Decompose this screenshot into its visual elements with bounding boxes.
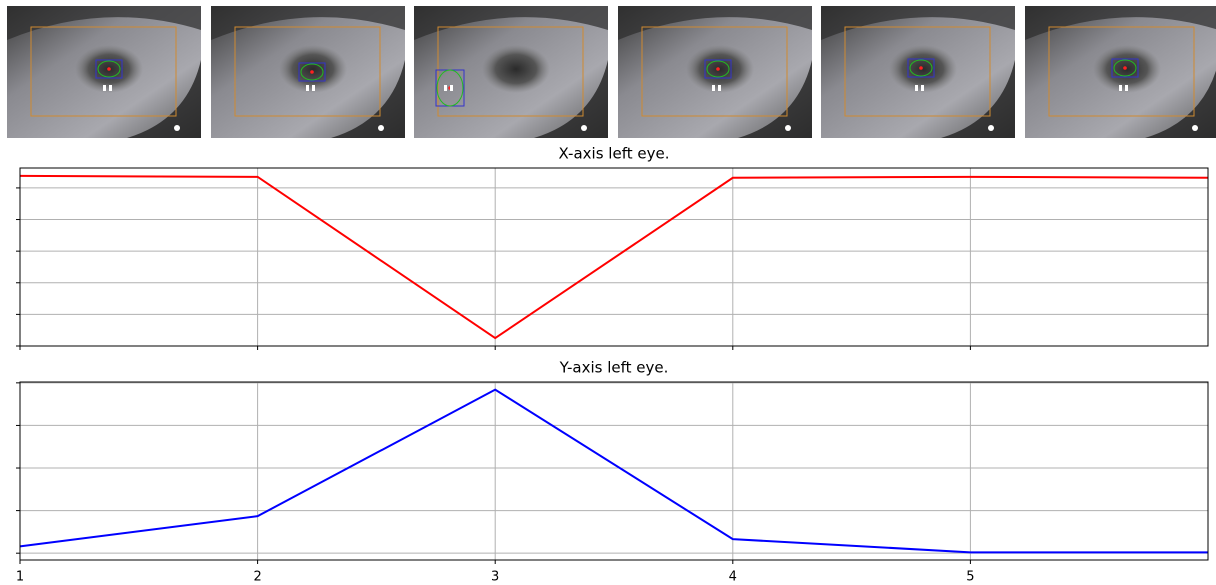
eyelid: [211, 6, 405, 40]
glint: [915, 85, 918, 91]
pupil-fit: [1113, 59, 1137, 77]
glint: [306, 85, 309, 91]
glint: [378, 125, 384, 131]
pupil-box: [704, 59, 732, 79]
plot-frame: [19, 381, 1209, 561]
eyelid: [7, 6, 201, 40]
glint: [109, 85, 112, 91]
glint: [1119, 85, 1122, 91]
lower-shadow: [1145, 70, 1216, 138]
lower-shadow: [331, 60, 405, 138]
iris: [279, 45, 347, 93]
pupil-box: [907, 58, 935, 78]
glint: [1192, 125, 1198, 131]
plot-frame: [19, 167, 1209, 347]
chart-title: X-axis left eye.: [559, 145, 670, 163]
eyelid: [414, 6, 608, 40]
iris: [482, 45, 550, 93]
x-tick-label: 4: [729, 570, 737, 585]
glint: [444, 85, 447, 91]
roi-box: [437, 26, 584, 117]
glint: [103, 85, 106, 91]
glint: [312, 85, 315, 91]
roi-box: [234, 26, 381, 117]
eye-image: [618, 6, 812, 138]
pupil-center: [716, 67, 720, 71]
glint: [450, 85, 453, 91]
glint: [712, 85, 715, 91]
roi-box: [30, 26, 177, 117]
pupil-center: [310, 70, 314, 74]
glint: [785, 125, 791, 131]
x-tick-label: 1: [16, 570, 24, 585]
chart-title: Y-axis left eye.: [559, 359, 669, 377]
glint: [988, 125, 994, 131]
eye-image: [211, 6, 405, 138]
lower-shadow: [941, 60, 1015, 138]
iris: [1093, 45, 1161, 93]
iris: [686, 45, 754, 93]
x-tick-label: 2: [253, 570, 261, 585]
pupil-fit: [436, 69, 464, 107]
data-line: [19, 388, 1208, 554]
eye-image: [1025, 6, 1216, 138]
glint: [581, 125, 587, 131]
roi-box: [641, 26, 788, 117]
x-tick-label: 5: [966, 570, 974, 585]
pupil-box: [298, 62, 326, 82]
eyelid: [821, 6, 1015, 40]
roi-box: [844, 26, 991, 117]
lower-shadow: [534, 60, 608, 138]
glint: [718, 85, 721, 91]
pupil-fit: [909, 59, 933, 77]
lower-shadow: [738, 60, 812, 138]
pupil-fit: [706, 60, 730, 78]
eye-image: [821, 6, 1015, 138]
eye-image: [414, 6, 608, 138]
iris: [889, 45, 957, 93]
lower-shadow: [127, 60, 201, 138]
pupil-fit: [97, 60, 121, 78]
eyelid: [1025, 6, 1216, 40]
pupil-box: [1111, 58, 1139, 78]
eyelid: [618, 6, 812, 40]
pupil-center: [107, 67, 111, 71]
chart: X-axis left eye.: [16, 145, 1209, 350]
glint: [921, 85, 924, 91]
pupil-box: [95, 59, 123, 79]
x-tick-label: 3: [491, 570, 499, 585]
pupil-center: [1123, 66, 1127, 70]
eye-image: [7, 6, 201, 138]
chart: Y-axis left eye. 1 2 3 4 5: [16, 359, 1209, 585]
data-line: [19, 174, 1209, 340]
glint: [174, 125, 180, 131]
pupil-center: [919, 66, 923, 70]
pupil-fit: [300, 63, 324, 81]
roi-box: [1048, 26, 1195, 117]
glint: [1125, 85, 1128, 91]
